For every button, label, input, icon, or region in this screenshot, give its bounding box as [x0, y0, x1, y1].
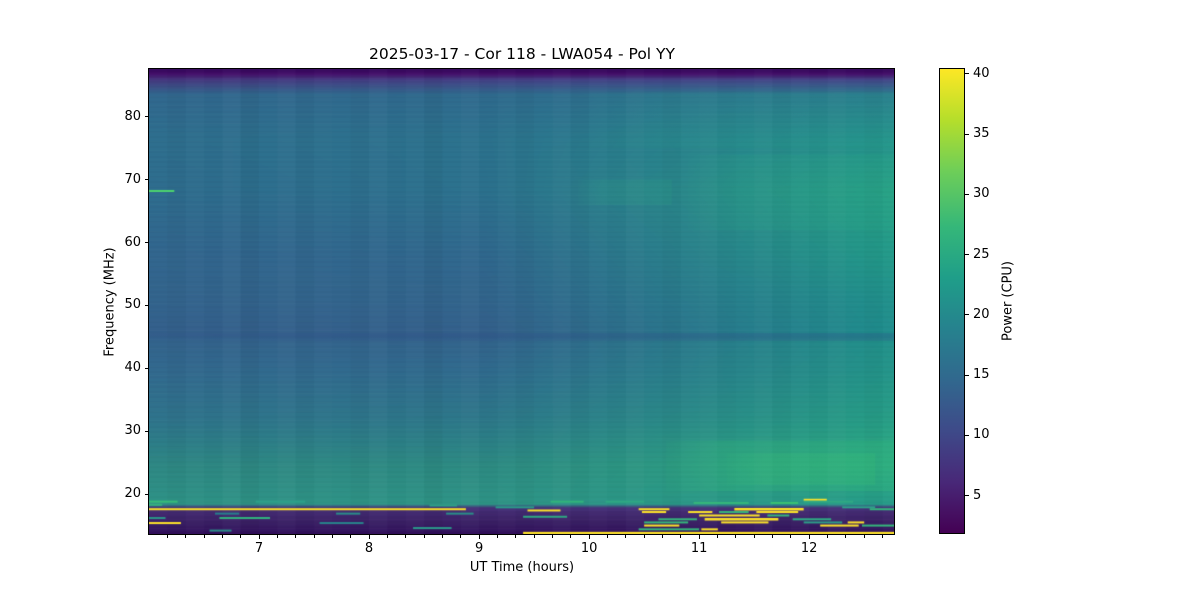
- x-minor-tick: [240, 535, 242, 538]
- x-major-tick: [478, 535, 480, 539]
- colorbar-frame: [939, 68, 965, 534]
- x-minor-tick: [515, 535, 517, 538]
- colorbar-tick-label: 25: [973, 246, 990, 262]
- y-major-tick: [145, 304, 149, 306]
- x-major-tick: [808, 535, 810, 539]
- colorbar-tick-label: 15: [973, 367, 990, 383]
- x-minor-tick: [661, 535, 663, 538]
- y-major-tick: [145, 116, 149, 118]
- plot-frame: [148, 68, 895, 535]
- x-minor-tick: [441, 535, 443, 538]
- x-axis-label: UT Time (hours): [469, 560, 575, 575]
- y-axis-label: Frequency (MHz): [102, 247, 118, 357]
- y-tick-label: 60: [124, 234, 141, 250]
- y-major-tick: [145, 179, 149, 181]
- x-minor-tick: [827, 535, 828, 538]
- y-major-tick: [145, 430, 149, 432]
- x-minor-tick: [606, 535, 608, 538]
- x-tick-label: 8: [364, 541, 374, 556]
- y-tick-label: 30: [124, 423, 141, 439]
- x-minor-tick: [203, 535, 205, 538]
- colorbar-tick: [965, 374, 969, 376]
- x-minor-tick: [350, 535, 352, 538]
- colorbar-label: Power (CPU): [1000, 260, 1016, 342]
- y-tick-label: 80: [124, 108, 141, 124]
- x-minor-tick: [221, 535, 223, 538]
- colorbar-tick: [965, 314, 969, 316]
- y-major-tick: [145, 493, 149, 495]
- x-minor-tick: [166, 535, 168, 538]
- y-major-tick: [145, 242, 149, 244]
- x-minor-tick: [643, 535, 645, 538]
- colorbar-tick: [965, 133, 969, 135]
- colorbar-tick-label: 35: [973, 126, 990, 142]
- x-major-tick: [588, 535, 590, 539]
- x-minor-tick: [845, 535, 847, 538]
- x-minor-tick: [295, 535, 297, 538]
- colorbar-tick-label: 20: [973, 306, 990, 322]
- colorbar-tick-label: 10: [973, 427, 990, 443]
- x-minor-tick: [863, 535, 865, 538]
- x-tick-label: 12: [800, 541, 818, 556]
- y-tick-label: 50: [124, 297, 141, 313]
- x-tick-label: 10: [580, 541, 598, 556]
- colorbar-tick: [965, 434, 969, 436]
- x-minor-tick: [386, 535, 388, 538]
- x-minor-tick: [735, 535, 737, 538]
- y-tick-label: 40: [124, 360, 141, 376]
- x-minor-tick: [882, 535, 884, 538]
- x-minor-tick: [570, 535, 572, 538]
- x-minor-tick: [496, 535, 498, 538]
- colorbar-tick: [965, 73, 969, 75]
- x-minor-tick: [276, 535, 278, 538]
- x-major-tick: [368, 535, 370, 539]
- x-minor-tick: [405, 535, 407, 538]
- colorbar-tick: [965, 254, 969, 256]
- x-minor-tick: [551, 535, 553, 538]
- x-minor-tick: [753, 535, 755, 538]
- y-tick-label: 20: [124, 486, 141, 502]
- spectrogram-canvas: [149, 69, 895, 535]
- plot-title: 2025-03-17 - Cor 118 - LWA054 - Pol YY: [369, 45, 675, 63]
- x-minor-tick: [772, 535, 773, 538]
- colorbar-tick-label: 30: [973, 186, 990, 202]
- colorbar-tick: [965, 495, 969, 497]
- colorbar-tick: [965, 193, 969, 195]
- y-tick-label: 70: [124, 171, 141, 187]
- x-major-tick: [258, 535, 260, 539]
- x-minor-tick: [625, 535, 627, 538]
- x-minor-tick: [533, 535, 535, 538]
- x-major-tick: [698, 535, 700, 539]
- x-tick-label: 11: [690, 541, 708, 556]
- colorbar-tick-label: 5: [973, 487, 982, 503]
- x-minor-tick: [331, 535, 333, 538]
- x-minor-tick: [460, 535, 462, 538]
- x-tick-label: 7: [254, 541, 264, 556]
- x-minor-tick: [716, 535, 718, 538]
- x-minor-tick: [790, 535, 792, 538]
- x-minor-tick: [680, 535, 682, 538]
- x-minor-tick: [313, 535, 315, 538]
- y-major-tick: [145, 367, 149, 369]
- x-tick-label: 9: [474, 541, 484, 556]
- colorbar-gradient: [940, 69, 964, 533]
- colorbar-tick-label: 40: [973, 65, 990, 81]
- x-minor-tick: [185, 535, 187, 538]
- x-minor-tick: [423, 535, 425, 538]
